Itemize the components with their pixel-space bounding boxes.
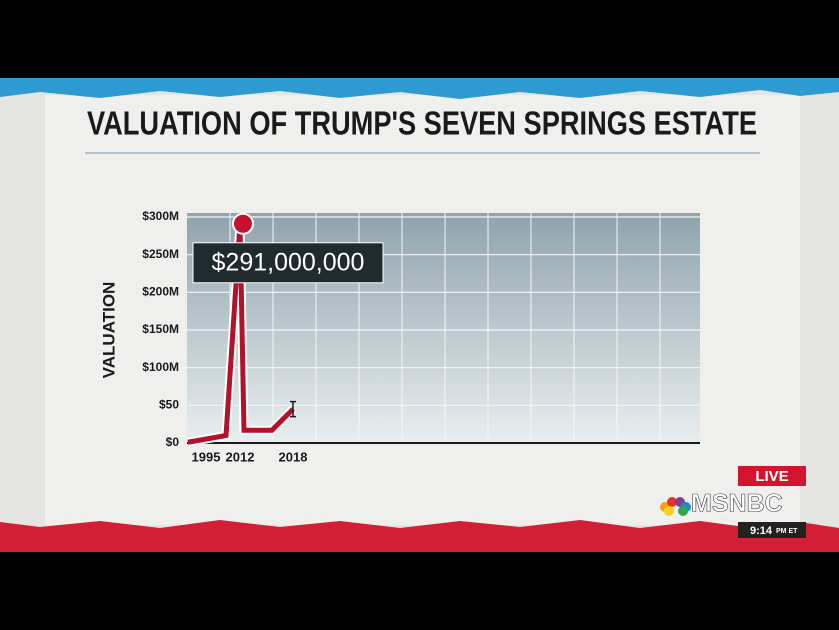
clock-zone: PM ET	[776, 528, 798, 535]
line	[187, 223, 295, 445]
y-tick-label: $50	[159, 398, 179, 412]
live-badge	[738, 466, 806, 486]
clock-time: 9:14	[750, 525, 773, 537]
x-tick-label: 2012	[226, 449, 255, 464]
y-tick-label: $100M	[142, 360, 179, 374]
error-bar	[290, 400, 296, 418]
y-tick-label: $150M	[142, 322, 179, 336]
top-strip	[0, 78, 839, 99]
network-logo: MSNBC	[691, 490, 783, 518]
value-label: $291,000,000	[212, 248, 365, 276]
bottom-strip	[0, 520, 839, 552]
chart-title: VALUATION OF TRUMP'S SEVEN SPRINGS ESTAT…	[87, 105, 757, 142]
x-tick-label: 2018	[279, 449, 308, 464]
y-tick-label: $200M	[142, 285, 179, 299]
live-text: LIVE	[755, 468, 788, 485]
y-axis-label: VALUATION	[99, 282, 118, 379]
y-tick-label: $250M	[142, 247, 179, 261]
peak-marker	[232, 212, 254, 235]
clock-box	[738, 522, 806, 538]
y-tick-label: $300M	[142, 209, 179, 223]
y-tick-label: $0	[166, 435, 180, 449]
x-tick-label: 1995	[192, 449, 221, 464]
peacock-logo	[660, 497, 691, 516]
value-label-box	[192, 242, 384, 284]
